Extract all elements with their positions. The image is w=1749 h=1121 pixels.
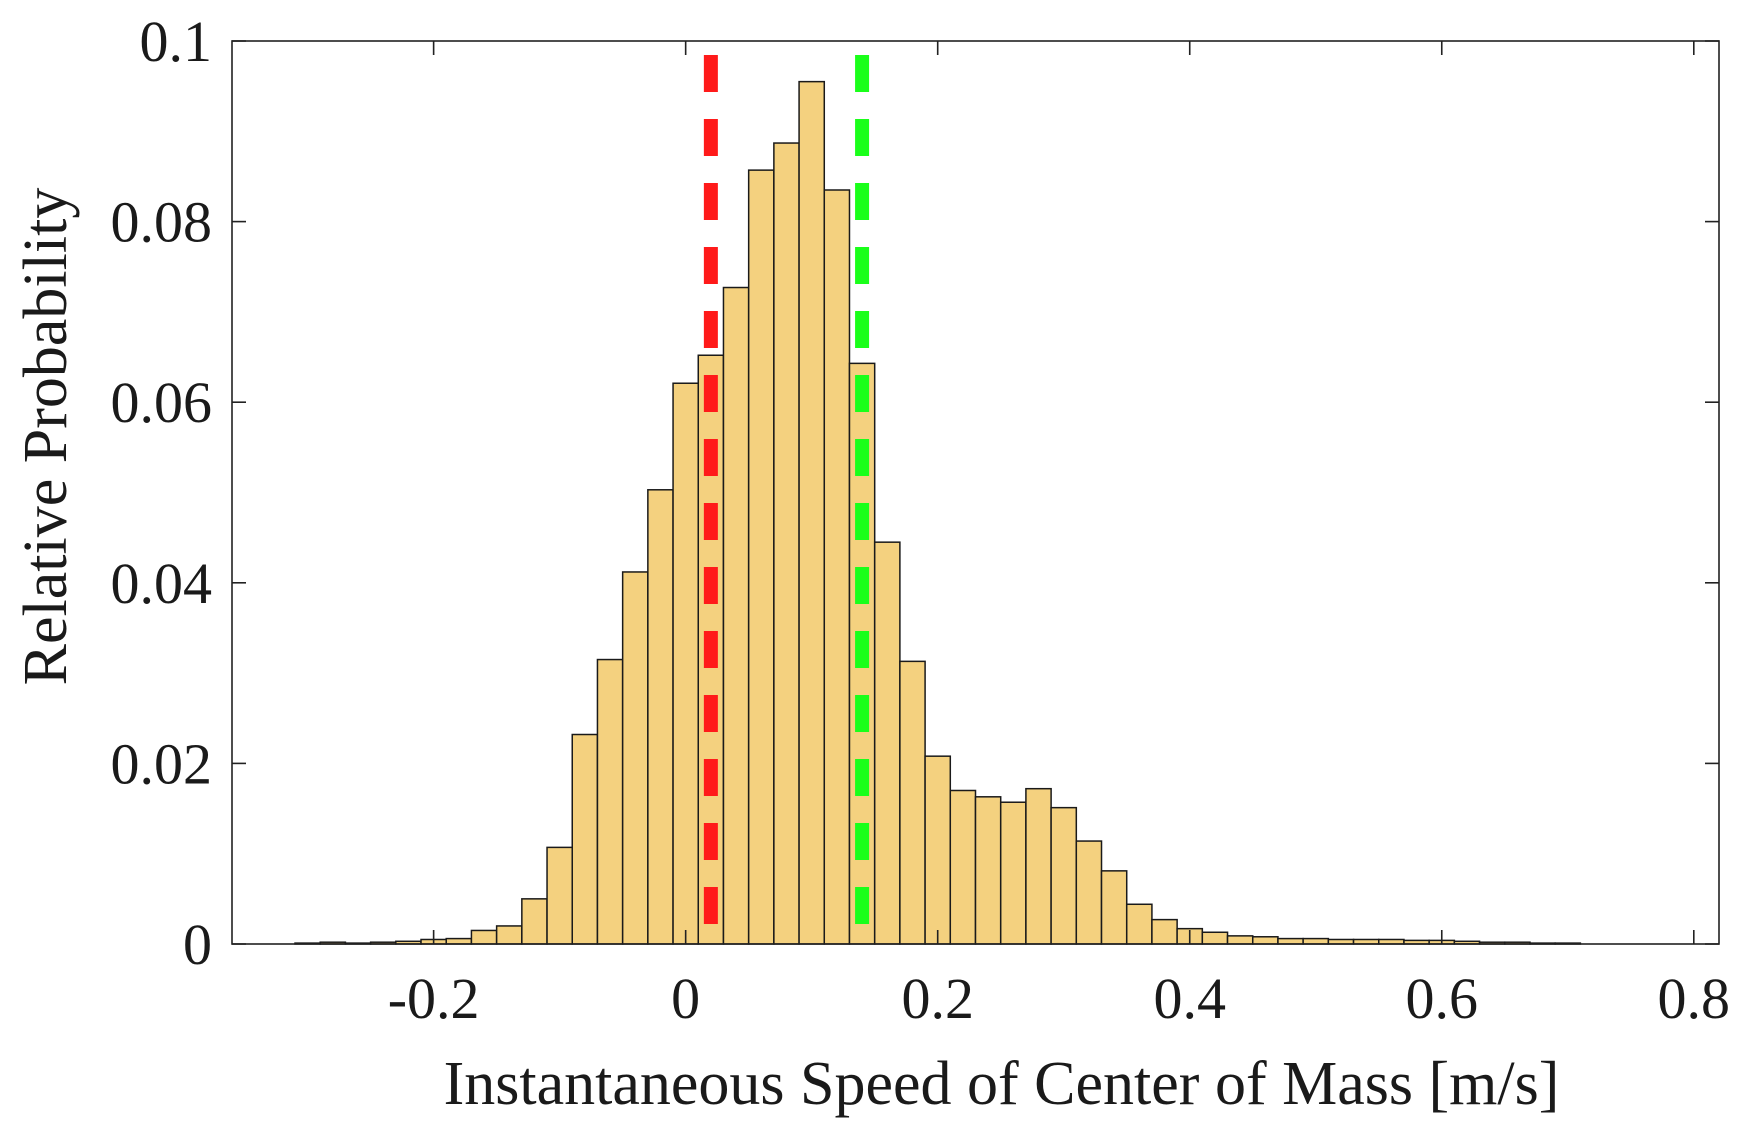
histogram-bar [899,660,926,945]
x-tick-label: 0.2 [901,966,974,1031]
y-tick-label: 0 [183,912,212,977]
histogram-bar [974,796,1002,945]
histogram-bar [873,541,901,945]
histogram-bar [1025,787,1052,945]
histogram-bar [924,755,952,945]
x-tick-label: -0.2 [388,966,480,1031]
histogram-bar [1075,840,1103,945]
histogram-bar [1251,936,1279,945]
x-tick-label: 0.4 [1153,966,1226,1031]
histogram-bar [672,382,700,945]
y-tick-label: 0.04 [111,551,213,616]
y-tick-label: 0.08 [111,190,213,255]
y-tick-label: 0.06 [111,370,213,435]
x-axis-label: Instantaneous Speed of Center of Mass [m… [444,1050,1560,1118]
y-axis-label: Relative Probability [12,188,80,686]
histogram-bar [773,142,800,945]
histogram-bar [571,733,599,945]
y-tick-label: 0.02 [111,731,213,796]
histogram-bar [546,846,573,945]
histogram-bar [470,929,498,945]
x-axis-ticks: -0.2 0 0.2 0.4 0.6 0.8 [388,41,1730,1031]
x-tick-label: 0.8 [1658,966,1731,1031]
histogram-bar [1151,918,1178,945]
histogram-bar [1050,806,1078,945]
histogram-bar [621,571,649,945]
y-tick-label: 0.1 [140,9,213,74]
histogram-bar [1125,903,1153,945]
histogram-bar [596,658,624,945]
histogram-bar [798,80,826,945]
x-tick-label: 0.6 [1406,966,1479,1031]
histogram-bar [747,169,775,945]
x-tick-label: 0 [671,966,700,1031]
histogram-bar [1277,937,1304,945]
histogram-bar [1302,937,1330,945]
histogram-bar [949,789,977,945]
histogram-bar [647,489,674,945]
y-axis-ticks: 0 0.02 0.04 0.06 0.08 0.1 [111,9,1719,977]
histogram-bar [722,286,750,945]
histogram-bar [1100,870,1128,945]
histogram-bar [823,189,851,945]
plot-frame [231,40,1720,945]
histogram-bar [495,925,523,945]
histogram-bar [521,898,548,945]
histogram-bar [1226,935,1254,945]
histogram-bars [294,80,1582,945]
reference-lines [703,55,870,944]
histogram-bar [1201,931,1229,945]
histogram-bar [999,801,1027,945]
histogram-bar [445,937,473,945]
